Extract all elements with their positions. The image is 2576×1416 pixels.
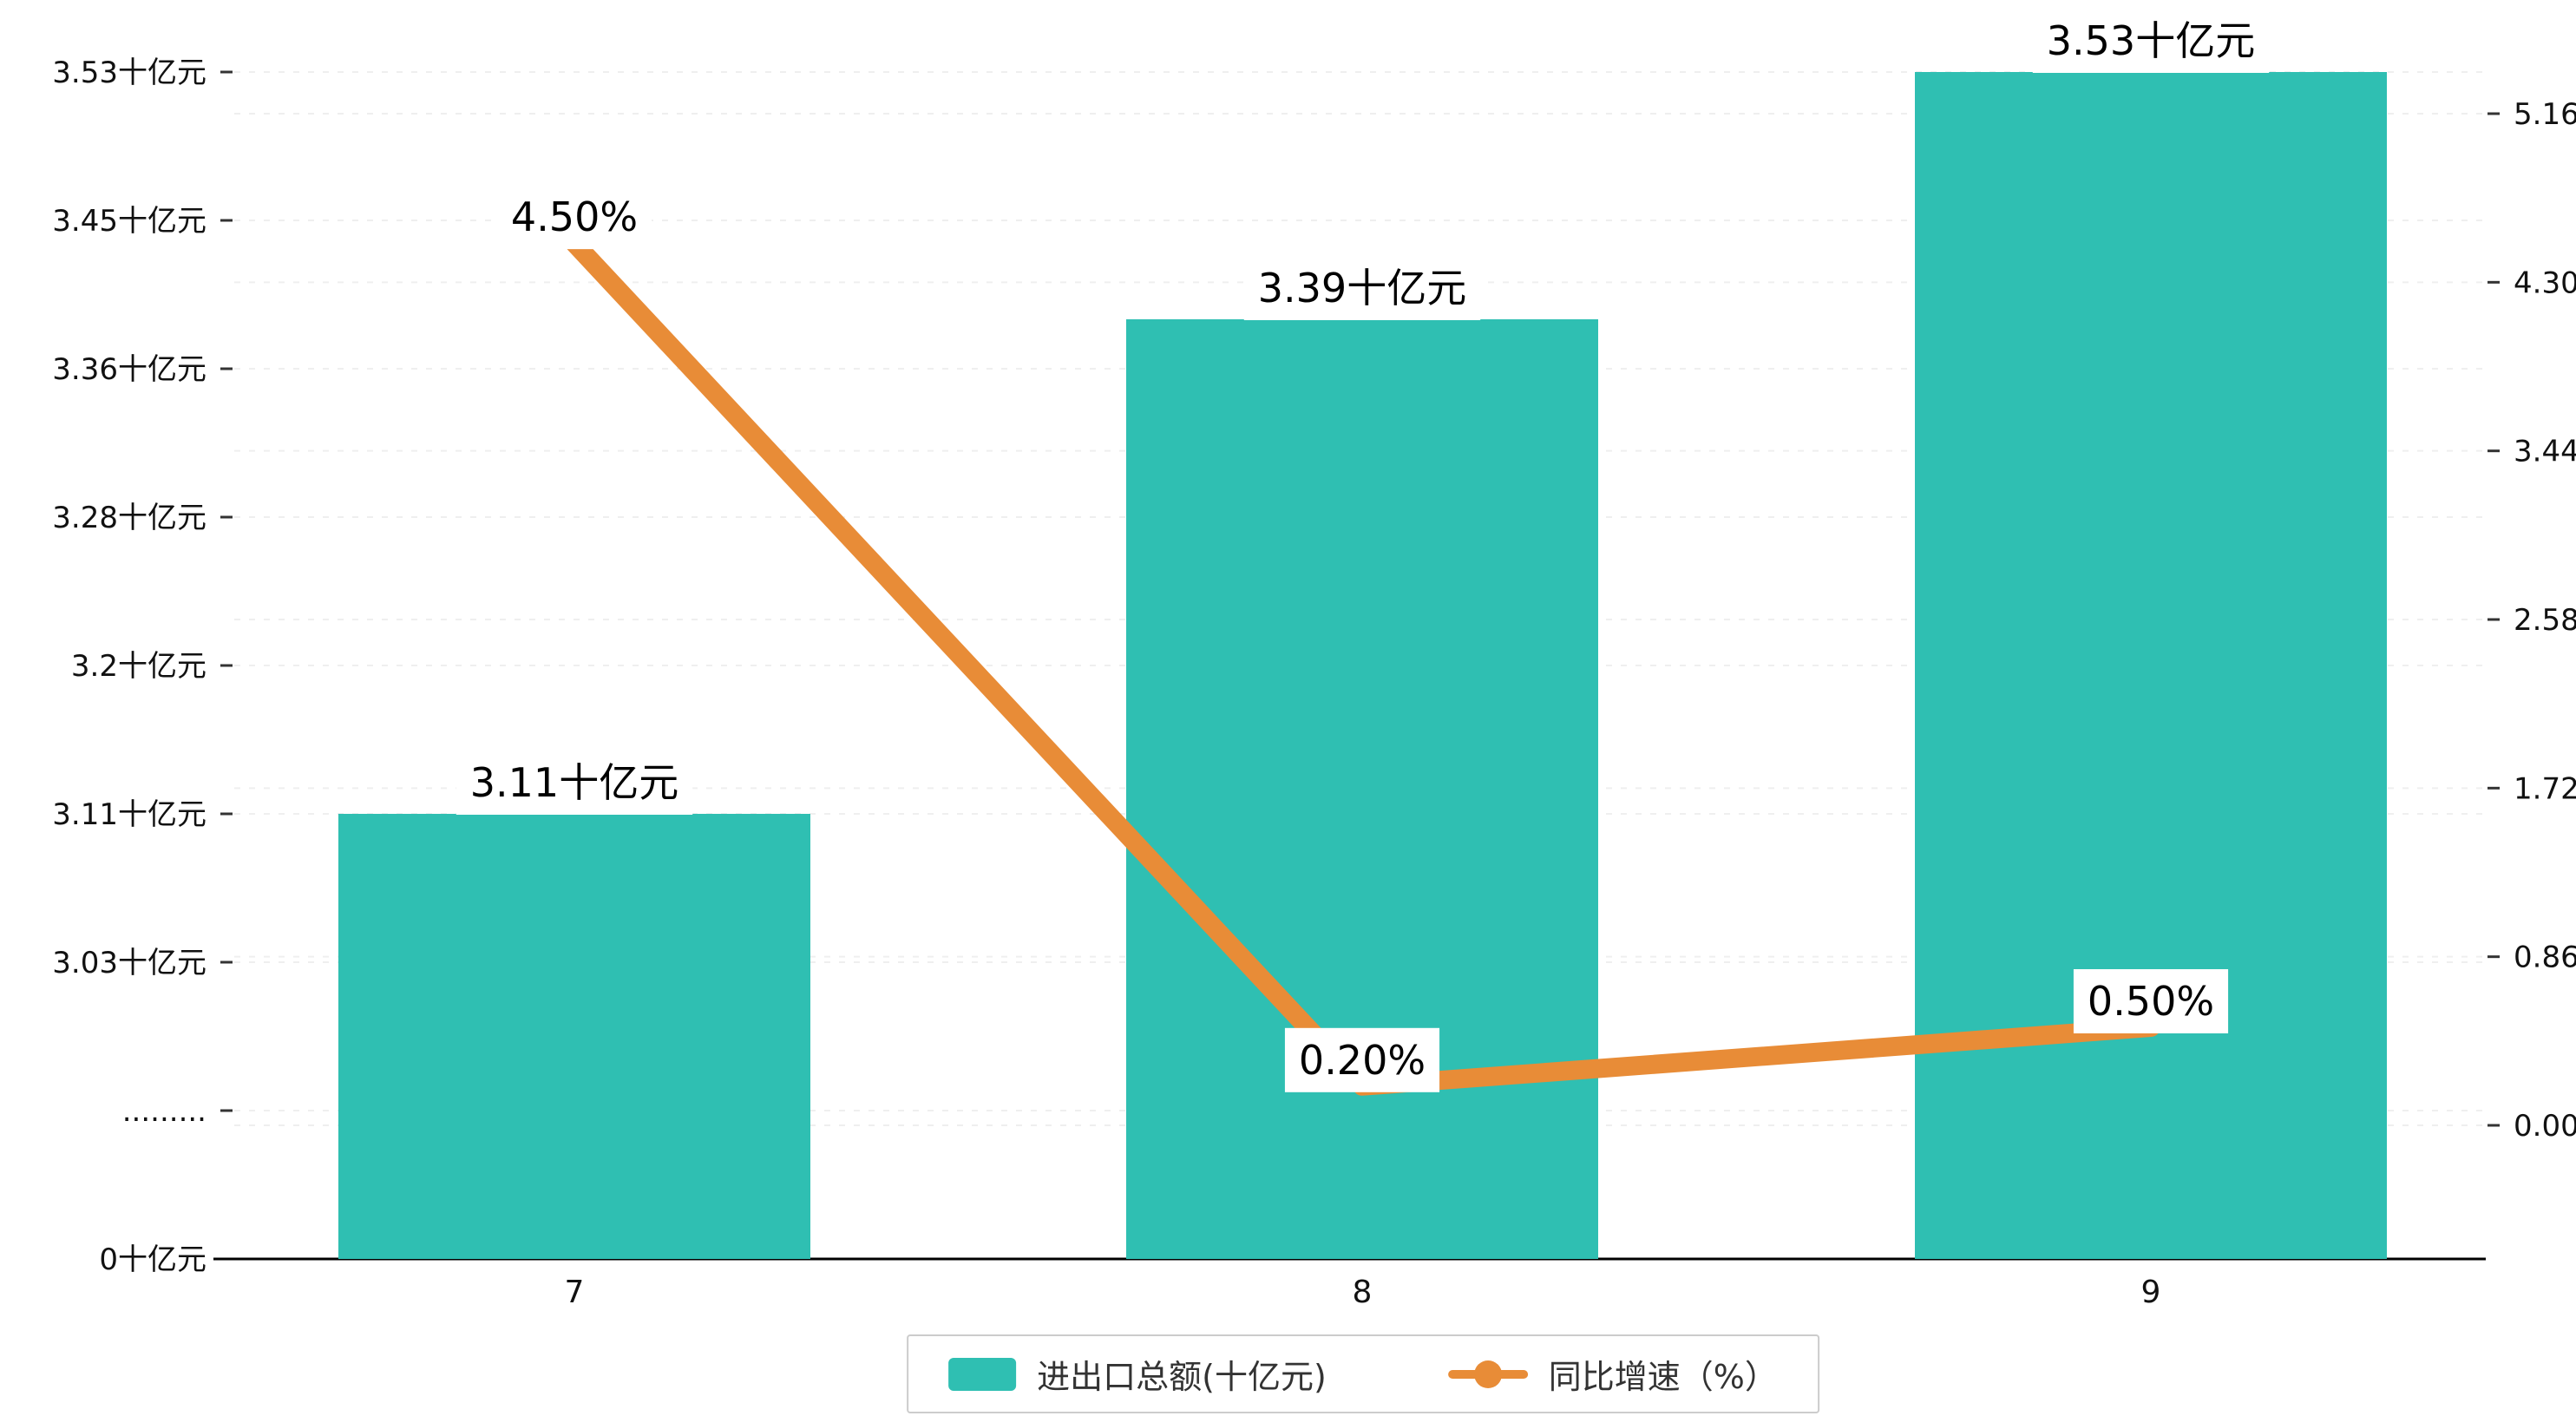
right-axis-label: 0.00: [2514, 1109, 2576, 1144]
growth-rate-label-bg: [1284, 1027, 1440, 1092]
x-axis-label: 9: [2141, 1275, 2161, 1310]
growth-rate-label: 0.20%: [1299, 1037, 1426, 1084]
growth-rate-label-bg: [496, 185, 652, 250]
left-axis-label: 3.36十亿元: [52, 352, 206, 387]
bar-value-label: 3.39十亿元: [1258, 265, 1466, 311]
bar-month-8[interactable]: [1126, 319, 1598, 1259]
bar-value-label-bg: [456, 751, 693, 815]
legend-item-bar-series[interactable]: 进出口总额(十亿元): [948, 1350, 1327, 1398]
growth-rate-label: 4.50%: [511, 193, 638, 240]
legend-item-line-series[interactable]: 同比增速（%）: [1447, 1350, 1778, 1398]
right-axis-label: 0.86: [2514, 941, 2576, 975]
left-axis-label: 3.28十亿元: [52, 501, 206, 535]
bar-value-label: 3.11十亿元: [470, 759, 678, 806]
legend: 进出口总额(十亿元) 同比增速（%）: [907, 1334, 1819, 1413]
left-axis-label: 3.11十亿元: [52, 797, 206, 832]
left-axis-label: 3.03十亿元: [52, 946, 206, 980]
right-axis-label: 2.58: [2514, 603, 2576, 638]
growth-rate-label-bg: [2073, 969, 2229, 1034]
left-axis-label: 3.53十亿元: [52, 56, 206, 90]
left-axis-label: 0十亿元: [99, 1242, 206, 1277]
right-axis-label: 3.44: [2514, 435, 2576, 469]
right-axis-label: 1.72: [2514, 771, 2576, 806]
left-axis-label: 3.2十亿元: [71, 649, 206, 684]
bar-swatch-icon: [948, 1357, 1017, 1391]
growth-rate-label: 0.50%: [2088, 978, 2214, 1025]
x-axis-label: 7: [565, 1275, 585, 1310]
bar-month-7[interactable]: [338, 814, 810, 1259]
right-axis-label: 5.16: [2514, 97, 2576, 132]
bar-value-label-bg: [2032, 9, 2270, 73]
bar-value-label: 3.53十亿元: [2047, 17, 2255, 64]
left-axis-label: .........: [122, 1094, 206, 1129]
left-axis-label: 3.45十亿元: [52, 204, 206, 239]
line-dot-icon: [1447, 1358, 1528, 1391]
legend-label-line-series: 同比增速（%）: [1548, 1358, 1778, 1396]
bar-month-9[interactable]: [1915, 72, 2387, 1259]
legend-label-bar-series: 进出口总额(十亿元): [1037, 1358, 1327, 1396]
x-axis-label: 8: [1353, 1275, 1373, 1310]
bar-value-label-bg: [1243, 256, 1481, 320]
right-axis-label: 4.30: [2514, 266, 2576, 300]
